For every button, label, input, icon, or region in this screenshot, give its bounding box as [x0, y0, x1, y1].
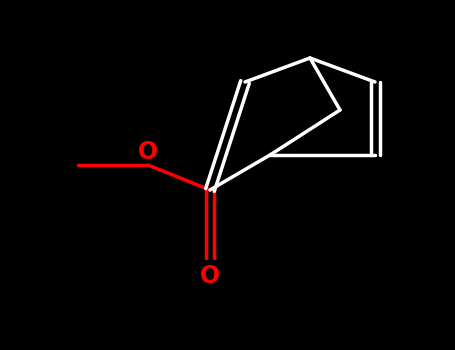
Text: O: O	[138, 140, 158, 164]
Text: O: O	[200, 264, 220, 288]
